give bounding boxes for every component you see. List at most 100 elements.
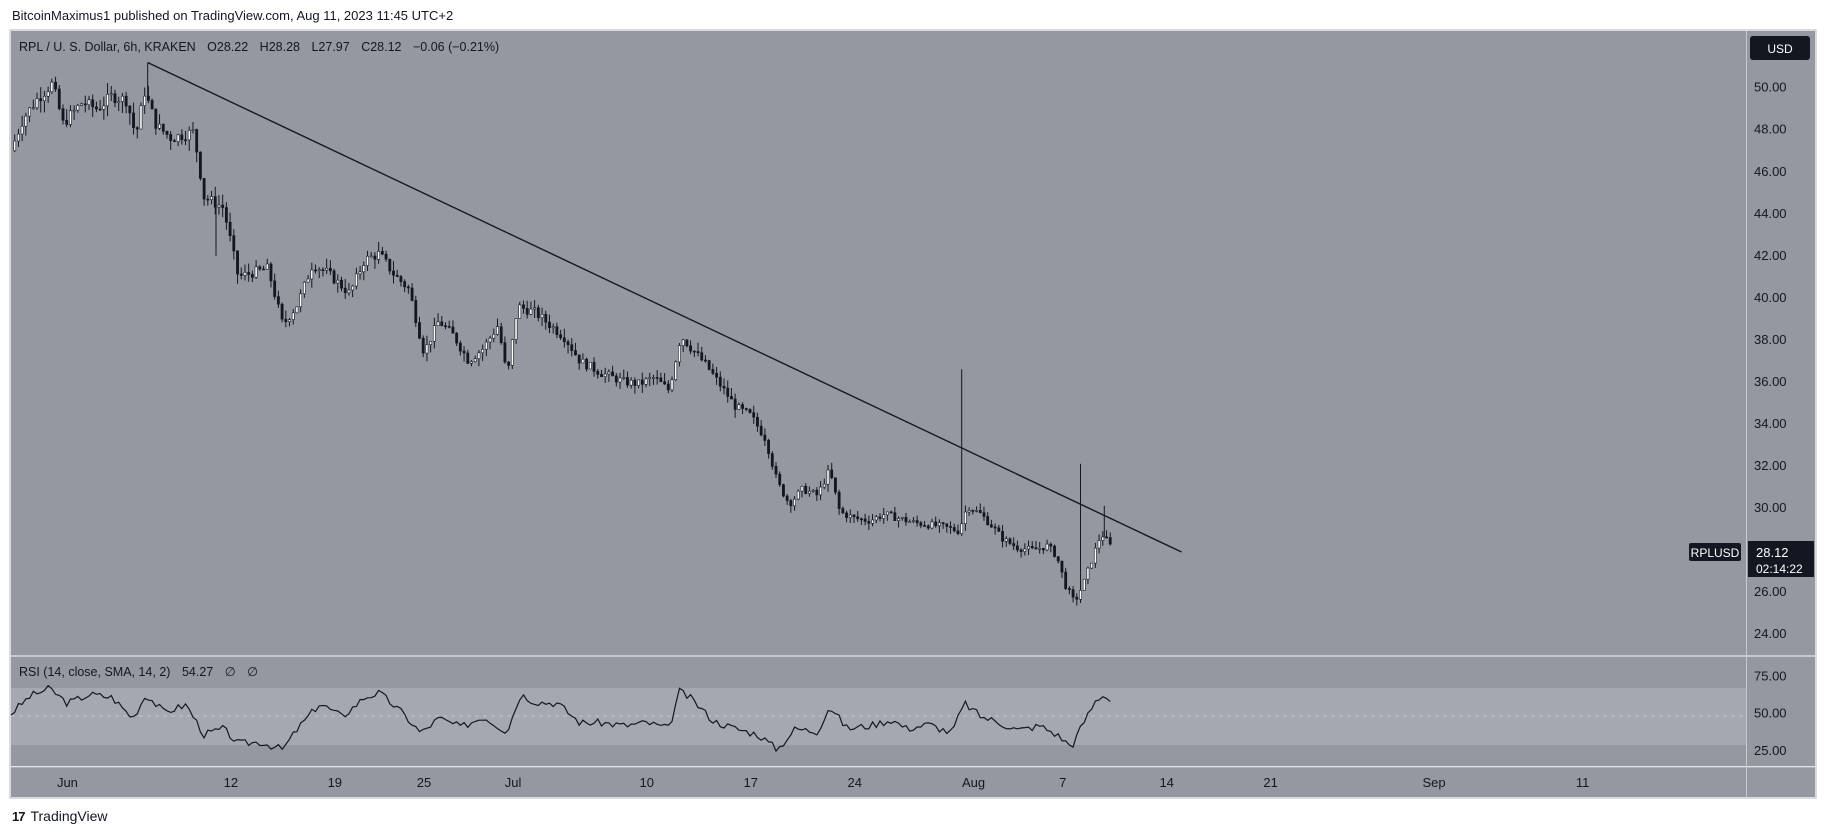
candle-body [466, 352, 470, 364]
candle-body [120, 95, 124, 102]
descending-trendline[interactable] [147, 61, 1182, 553]
candle-body [759, 425, 763, 436]
candle-body [860, 518, 863, 521]
candle-body [180, 134, 184, 141]
candle-body [198, 151, 202, 179]
candle-body [919, 522, 923, 526]
candle-body [135, 127, 139, 130]
candle-body [17, 133, 20, 142]
candle-body [770, 453, 774, 467]
candle-body [280, 303, 284, 320]
candle-body [867, 521, 871, 524]
y-tick-label: 42.00 [1754, 248, 1787, 263]
symbol-title: RPL / U. S. Dollar, 6h, KRAKEN [19, 40, 196, 54]
candle-body [811, 489, 815, 492]
change-value: −0.06 (−0.21%) [413, 40, 499, 54]
candle-body [1012, 543, 1016, 547]
candle-body [354, 273, 358, 287]
price-pane[interactable] [11, 31, 1746, 655]
candle-body [83, 103, 87, 106]
candle-body [637, 379, 641, 386]
candle-body [785, 495, 789, 501]
x-tick-label: 24 [847, 775, 861, 790]
y-tick-label: 38.00 [1754, 332, 1787, 347]
candle-body [347, 289, 351, 294]
candle-body [132, 112, 135, 128]
candle-body [540, 314, 544, 318]
tradingview-logo-icon: 17 [12, 808, 26, 824]
candle-body [782, 484, 785, 497]
candle-body [195, 129, 199, 153]
candle-body [65, 119, 69, 125]
candle-body [577, 354, 581, 364]
candle-body [837, 491, 841, 509]
y-tick-label: 46.00 [1754, 164, 1787, 179]
candle-body [395, 274, 399, 277]
candle-body [518, 304, 522, 319]
candle-body [87, 99, 91, 106]
tradingview-footer[interactable]: 17 TradingView [12, 808, 108, 824]
candle-body [447, 326, 451, 328]
candle-body [856, 516, 860, 520]
candle-body [54, 81, 57, 90]
candle-body [306, 278, 310, 283]
candle-body [908, 521, 912, 523]
candle-body [949, 526, 952, 528]
price-chart-svg[interactable]: 24.0026.0028.0030.0032.0034.0036.0038.00… [0, 0, 1826, 805]
candle-body [496, 326, 499, 335]
candle-body [711, 369, 715, 374]
rsi-tick-label: 75.00 [1754, 668, 1787, 683]
high-label: H [260, 40, 269, 54]
price-axis[interactable] [1747, 31, 1815, 766]
candle-body [150, 100, 154, 110]
candle-body [444, 325, 447, 327]
candle-body [926, 525, 930, 529]
candle-body [1071, 589, 1075, 598]
candle-body [50, 81, 54, 93]
candle-body [288, 319, 291, 323]
y-tick-label: 44.00 [1754, 206, 1787, 221]
candle-body [566, 341, 570, 346]
open-label: O [207, 40, 217, 54]
candle-body [559, 334, 563, 339]
chart-container[interactable]: 24.0026.0028.0030.0032.0034.0036.0038.00… [0, 0, 1826, 810]
candle-body [488, 337, 492, 343]
candle-body [826, 469, 830, 485]
candle-body [681, 339, 685, 346]
y-tick-label: 36.00 [1754, 374, 1787, 389]
candle-body [536, 307, 540, 318]
high-value: 28.28 [269, 40, 300, 54]
candle-body [678, 345, 681, 363]
published-header: BitcoinMaximus1 published on TradingView… [12, 8, 454, 23]
candle-body [700, 352, 704, 361]
currency-button[interactable]: USD [1750, 36, 1810, 60]
candle-body [574, 350, 577, 356]
candle-body [462, 350, 466, 354]
y-tick-label: 32.00 [1754, 458, 1787, 473]
candle-body [69, 110, 72, 125]
candle-body [258, 266, 262, 270]
candle-body [514, 318, 518, 340]
candle-body [971, 510, 975, 512]
time-axis[interactable] [11, 767, 1815, 797]
candle-body [187, 130, 191, 141]
candle-body [1008, 538, 1012, 544]
candle-body [767, 440, 770, 454]
candle-body [380, 251, 384, 255]
currency-button-label: USD [1767, 42, 1793, 56]
candle-body [325, 267, 329, 271]
candle-body [882, 514, 886, 519]
candle-body [874, 516, 878, 521]
rsi-value: 54.27 [182, 665, 213, 679]
candle-body [221, 204, 225, 208]
candle-body [663, 381, 667, 385]
candle-body [473, 358, 477, 362]
candle-body [718, 376, 722, 387]
candle-body [232, 235, 236, 252]
candle-body [94, 106, 98, 110]
candle-body [191, 129, 195, 131]
candle-body [117, 101, 121, 104]
candle-body [458, 342, 462, 352]
candle-body [72, 109, 76, 112]
candle-body [555, 326, 559, 335]
